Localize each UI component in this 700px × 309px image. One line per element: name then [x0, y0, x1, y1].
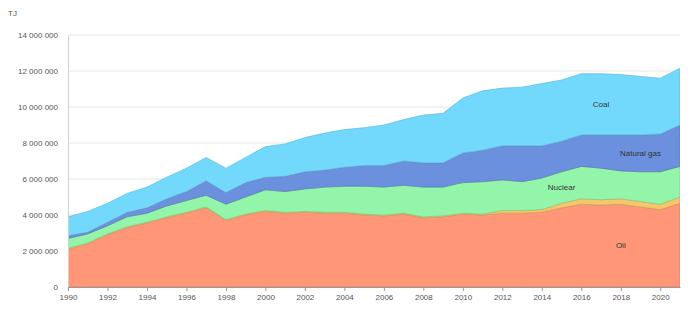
axis-line	[68, 36, 69, 288]
series-label: Coal	[593, 100, 610, 109]
tick-label: 6 000 000	[22, 175, 58, 184]
tick-mark	[423, 287, 424, 291]
series-label: Nuclear	[548, 183, 576, 192]
tick-mark	[186, 287, 187, 291]
series-label: Oil	[616, 241, 626, 250]
tick: 2010	[454, 287, 472, 302]
tick: 1990	[60, 287, 78, 302]
tick: 1998	[218, 287, 236, 302]
tick-label: 1992	[99, 293, 117, 302]
tick: 2012	[494, 287, 512, 302]
tick-label: 2002	[297, 293, 315, 302]
series-label: Natural gas	[620, 149, 661, 158]
tick-mark	[305, 287, 306, 291]
tick: 10 000 000	[18, 103, 68, 112]
tick-label: 2012	[494, 293, 512, 302]
tick-mark	[265, 287, 266, 291]
tick: 2020	[652, 287, 670, 302]
tick-label: 1996	[178, 293, 196, 302]
tick-mark	[344, 287, 345, 291]
tick-label: 2000	[257, 293, 275, 302]
tick-mark	[502, 287, 503, 291]
tick-label: 1990	[60, 293, 78, 302]
tick-label: 12 000 000	[18, 67, 59, 76]
tick-label: 2010	[454, 293, 472, 302]
tick-mark	[68, 287, 69, 291]
grid-line	[68, 71, 680, 72]
tick: 14 000 000	[18, 31, 68, 40]
tick: 2006	[375, 287, 393, 302]
tick-mark	[226, 287, 227, 291]
tick-label: 10 000 000	[18, 103, 59, 112]
tick: 12 000 000	[18, 67, 68, 76]
tick-mark	[581, 287, 582, 291]
tick-label: 2014	[533, 293, 551, 302]
grid-line	[68, 35, 680, 36]
y-axis: 0 2 000 000 4 000 000 6 000 000 8 000 000 10 …	[18, 31, 69, 292]
axis-title: TJ	[8, 9, 17, 18]
tick: 6 000 000	[22, 175, 68, 184]
tick-label: 0	[54, 283, 59, 292]
tick-label: 14 000 000	[18, 31, 59, 40]
tick: 2004	[336, 287, 354, 302]
tick: 0	[54, 283, 68, 292]
tick-mark	[542, 287, 543, 291]
x-axis: 1990 1992 1994 1996 1998 2000 2002 2004 2006 2008…	[60, 287, 681, 302]
tick: 2016	[573, 287, 591, 302]
tick-label: 2018	[612, 293, 630, 302]
tick: 1994	[139, 287, 157, 302]
chart: 0 2 000 000 4 000 000 6 000 000 8 000 000 10 …	[0, 0, 700, 309]
plot-area	[68, 68, 680, 287]
grid	[68, 35, 680, 287]
tick-label: 8 000 000	[22, 139, 58, 148]
tick-label: 2 000 000	[22, 247, 58, 256]
tick-mark	[463, 287, 464, 291]
tick-label: 4 000 000	[22, 211, 58, 220]
tick-label: 2016	[573, 293, 591, 302]
tick-mark	[660, 287, 661, 291]
tick-mark	[621, 287, 622, 291]
tick-label: 1998	[218, 293, 236, 302]
tick: 2018	[612, 287, 630, 302]
area	[68, 68, 680, 235]
tick: 2 000 000	[22, 247, 68, 256]
tick-label: 2008	[415, 293, 433, 302]
tick: 2014	[533, 287, 551, 302]
tick: 1992	[99, 287, 117, 302]
tick: 1996	[178, 287, 196, 302]
tick-mark	[384, 287, 385, 291]
tick-label: 2004	[336, 293, 354, 302]
tick: 2000	[257, 287, 275, 302]
tick-mark	[107, 287, 108, 291]
tick: 8 000 000	[22, 139, 68, 148]
axis-line	[69, 287, 681, 288]
tick: 2002	[297, 287, 315, 302]
area-labels: Oil Nuclear Natural gas Coal	[548, 100, 661, 250]
tick: 4 000 000	[22, 211, 68, 220]
tick-label: 2020	[652, 293, 670, 302]
tick-label: 2006	[375, 293, 393, 302]
tick: 2008	[415, 287, 433, 302]
tick-label: 1994	[139, 293, 157, 302]
tick-mark	[147, 287, 148, 291]
